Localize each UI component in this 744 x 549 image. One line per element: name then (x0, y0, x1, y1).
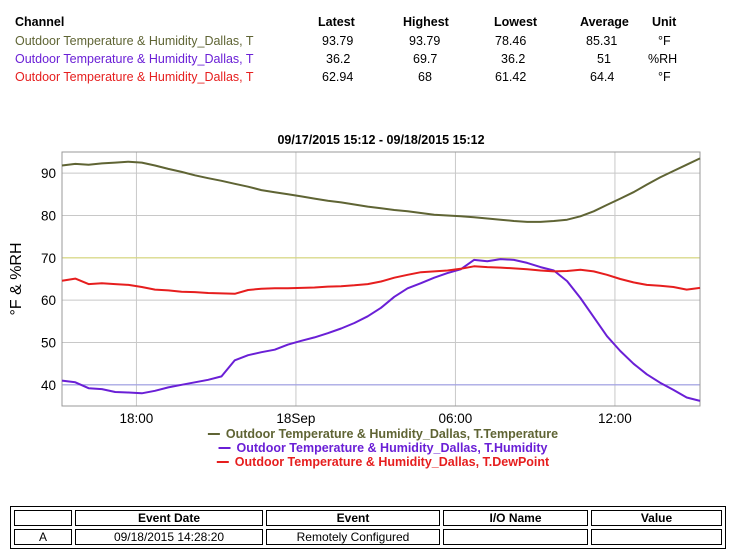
header-latest: Latest (318, 15, 355, 29)
y-tick-label: 40 (41, 378, 56, 393)
events-header-row: Event Date Event I/O Name Value (14, 510, 722, 526)
event-date: 09/18/2015 14:28:20 (75, 529, 263, 545)
y-tick-label: 80 (41, 209, 56, 224)
header-channel: Channel (15, 15, 65, 29)
series-line (61, 157, 701, 223)
header-unit: Unit (652, 15, 677, 29)
row-unit: °F (658, 70, 671, 84)
event-io-name (443, 529, 588, 545)
events-header-event-date: Event Date (75, 510, 263, 526)
row-average: 51 (597, 52, 611, 66)
row-lowest: 61.42 (495, 70, 527, 84)
row-channel: Outdoor Temperature & Humidity_Dallas, T (15, 34, 254, 48)
x-tick-label: 18Sep (276, 411, 315, 426)
y-tick-label: 70 (41, 251, 56, 266)
plot-frame (61, 151, 701, 407)
x-tick-label: 06:00 (439, 411, 473, 426)
events-header-event: Event (266, 510, 440, 526)
y-tick-label: 60 (41, 293, 56, 308)
event-value (591, 529, 722, 545)
header-lowest: Lowest (494, 15, 538, 29)
events-header-io-name: I/O Name (443, 510, 588, 526)
header-highest: Highest (403, 15, 449, 29)
row-highest: 93.79 (409, 34, 441, 48)
table-row: A 09/18/2015 14:28:20 Remotely Configure… (14, 529, 722, 545)
row-latest: 62.94 (322, 70, 354, 84)
series-line (61, 258, 701, 402)
chart-title: 09/17/2015 15:12 - 09/18/2015 15:12 (277, 133, 484, 147)
row-highest: 69.7 (413, 52, 438, 66)
events-header-cell (14, 510, 72, 526)
row-lowest: 78.46 (495, 34, 527, 48)
y-tick-label: 50 (41, 336, 56, 351)
line-chart: 09/17/2015 15:12 - 09/18/2015 15:12 40 50 6… (8, 133, 701, 469)
legend-entry-label: Outdoor Temperature & Humidity_Dallas, T… (235, 455, 550, 469)
x-tick-label: 12:00 (598, 411, 632, 426)
row-highest: 68 (418, 70, 432, 84)
series-line (61, 265, 701, 295)
row-unit: °F (658, 34, 671, 48)
legend-entry-label: Outdoor Temperature & Humidity_Dallas, T… (226, 427, 558, 441)
summary-table: Channel Latest Highest Lowest Average Un… (0, 0, 744, 90)
row-unit: %RH (648, 52, 678, 66)
row-latest: 36.2 (326, 52, 351, 66)
row-lowest: 36.2 (501, 52, 526, 66)
legend-entry-label: Outdoor Temperature & Humidity_Dallas, T… (237, 441, 548, 455)
events-table: Event Date Event I/O Name Value A 09/18/… (10, 506, 726, 549)
row-average: 64.4 (590, 70, 615, 84)
row-latest: 93.79 (322, 34, 354, 48)
header-average: Average (580, 15, 629, 29)
row-channel: Outdoor Temperature & Humidity_Dallas, T (15, 70, 254, 84)
row-average: 85.31 (586, 34, 618, 48)
event-name: Remotely Configured (266, 529, 440, 545)
events-header-value: Value (591, 510, 722, 526)
y-tick-label: 90 (41, 166, 56, 181)
row-channel: Outdoor Temperature & Humidity_Dallas, T (15, 52, 254, 66)
x-tick-label: 18:00 (120, 411, 154, 426)
y-axis-label: °F & %RH (8, 242, 25, 315)
event-id: A (14, 529, 72, 545)
